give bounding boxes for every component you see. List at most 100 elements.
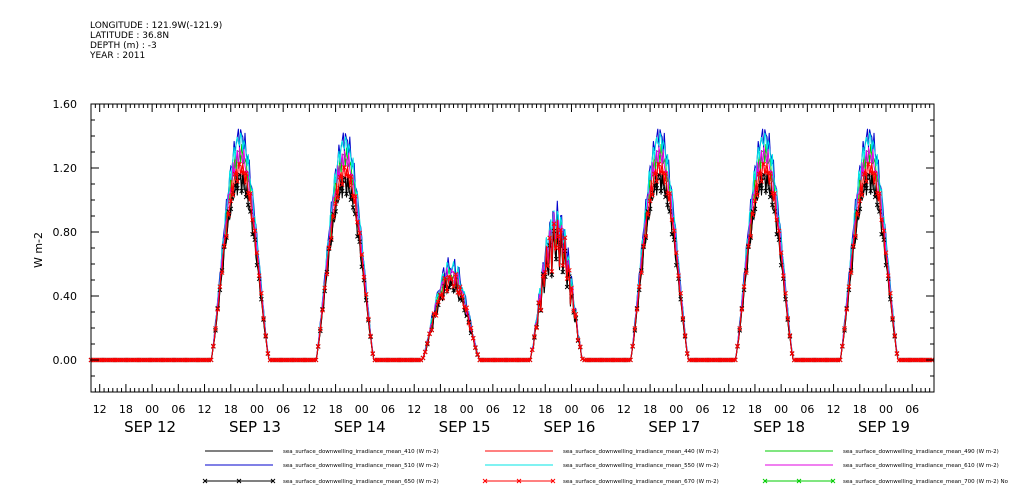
x-date-label: SEP 19 [858, 418, 910, 436]
series-line [91, 147, 933, 361]
series-marker [219, 270, 225, 275]
series-marker [839, 343, 845, 349]
x-hour-label: 18 [853, 403, 867, 416]
series-marker [663, 194, 668, 200]
series-marker [872, 194, 878, 200]
series-marker [542, 270, 548, 275]
series-marker [256, 273, 262, 279]
x-hour-label: 00 [355, 403, 369, 416]
series-marker [248, 191, 253, 196]
series-marker [322, 285, 328, 291]
series-marker [890, 315, 895, 321]
series-marker [737, 326, 743, 331]
series-marker [363, 292, 369, 297]
legend-entry: sea_surface_downwelling_irradiance_mean_… [843, 463, 999, 469]
legend-entry: sea_surface_downwelling_irradiance_mean_… [563, 463, 719, 469]
x-hour-label: 00 [774, 403, 788, 416]
series-marker [208, 357, 214, 363]
series-marker [339, 188, 345, 194]
series-marker [759, 185, 764, 191]
series-markers [88, 161, 935, 363]
plot-frame [90, 103, 935, 393]
series-marker [250, 217, 255, 223]
series-marker [328, 235, 334, 241]
series-marker [551, 221, 557, 227]
series-marker [560, 269, 566, 275]
series-marker [874, 202, 880, 208]
series-marker [234, 185, 240, 191]
legend-entry: sea_surface_downwelling_irradiance_mean_… [843, 449, 999, 455]
series-marker [263, 333, 269, 338]
series-marker [774, 231, 780, 237]
series-marker [527, 357, 533, 363]
series-marker [422, 349, 428, 355]
series-marker [877, 191, 882, 196]
legend-marker [830, 478, 836, 484]
series-marker [449, 276, 454, 282]
series-marker [850, 243, 856, 249]
series-marker [883, 250, 889, 256]
x-date-label: SEP 16 [544, 418, 596, 436]
series-marker [317, 326, 323, 332]
series-marker [645, 212, 651, 218]
series-marker [352, 193, 358, 199]
y-tick-label: 1.60 [53, 98, 78, 111]
series-marker [774, 217, 780, 223]
x-hour-label: 12 [827, 403, 841, 416]
x-hour-label: 06 [905, 403, 919, 416]
series-marker [326, 245, 332, 251]
x-date-label: SEP 15 [439, 418, 491, 436]
series-marker [864, 185, 869, 191]
series-marker [355, 233, 360, 239]
legend-marker [796, 478, 802, 484]
x-hour-label: 12 [407, 403, 421, 416]
series-marker [540, 273, 546, 279]
series-marker [569, 285, 574, 291]
series-marker [577, 344, 583, 350]
series-marker [433, 313, 439, 318]
x-date-label: SEP 14 [334, 418, 386, 436]
series-marker [538, 307, 544, 313]
series-marker [459, 298, 465, 303]
series-marker [575, 337, 581, 343]
series-marker [866, 161, 871, 167]
series-marker [837, 357, 843, 363]
series-marker [370, 351, 376, 356]
series-marker [342, 165, 347, 170]
series-marker [333, 201, 338, 206]
legend: sea_surface_downwelling_irradiance_mean_… [202, 449, 1009, 485]
series-marker [558, 227, 563, 233]
series-marker [888, 290, 893, 296]
series-marker [756, 171, 762, 177]
series-marker [232, 171, 238, 177]
series-marker [785, 315, 791, 321]
series-marker [536, 300, 542, 305]
series-line [91, 143, 933, 361]
series-line [91, 128, 933, 361]
x-hour-label: 12 [198, 403, 212, 416]
series-marker [879, 217, 885, 223]
x-hour-label: 06 [591, 403, 605, 416]
series-marker [636, 284, 642, 289]
series-marker [872, 171, 878, 176]
plot-metadata: LONGITUDE : 121.9W(-121.9) LATITUDE : 36… [90, 21, 222, 61]
x-hour-label: 18 [329, 403, 343, 416]
series-marker [210, 343, 216, 349]
series-marker [759, 179, 764, 184]
series-marker [320, 307, 325, 313]
series-marker [464, 305, 470, 311]
series-layer [88, 128, 935, 363]
series-marker [324, 271, 330, 277]
series-marker [442, 275, 448, 281]
legend-marker [762, 478, 768, 484]
series-marker [420, 355, 426, 361]
x-hour-label: 12 [302, 403, 316, 416]
series-marker [743, 270, 749, 275]
series-marker [237, 161, 242, 167]
series-marker [313, 357, 319, 363]
x-hour-label: 00 [669, 403, 683, 416]
series-marker [560, 263, 566, 268]
series-marker [245, 202, 251, 208]
series-marker [470, 335, 476, 341]
series-marker [368, 333, 373, 339]
